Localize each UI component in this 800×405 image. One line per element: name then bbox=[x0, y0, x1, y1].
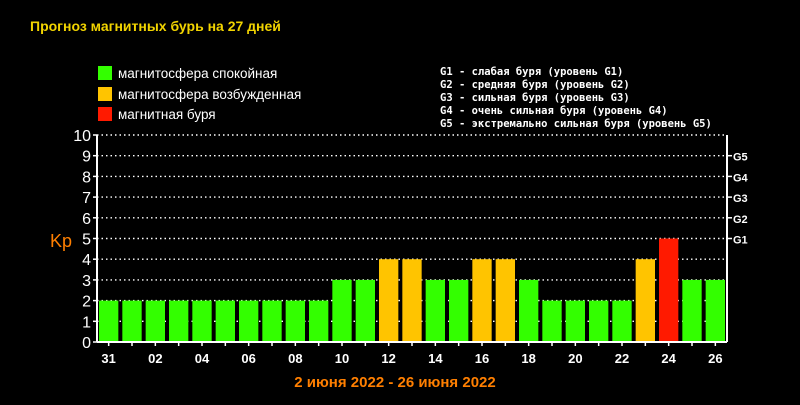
bar bbox=[589, 300, 609, 342]
legend-swatch-calm bbox=[98, 66, 112, 80]
legend-swatch-excited bbox=[98, 87, 112, 101]
x-tick-label: 02 bbox=[148, 351, 162, 366]
x-tick-label: 04 bbox=[195, 351, 210, 366]
bar bbox=[309, 300, 329, 342]
storm-level-list: G1 - слабая буря (уровень G1) G2 - средн… bbox=[440, 66, 712, 130]
y-tick-label: 4 bbox=[82, 252, 91, 269]
x-tick-label: 22 bbox=[615, 351, 629, 366]
y-tick-label: 1 bbox=[82, 314, 91, 331]
g-level-tick-label: G3 bbox=[733, 193, 748, 205]
y-tick-label: 5 bbox=[82, 232, 91, 249]
storm-level-g2: G2 - средняя буря (уровень G2) bbox=[440, 79, 630, 91]
y-tick-label: 9 bbox=[82, 149, 91, 166]
x-tick-label: 24 bbox=[661, 351, 676, 366]
legend-label-calm: магнитосфера спокойная bbox=[118, 66, 277, 81]
x-tick-label: 18 bbox=[521, 351, 535, 366]
g-level-tick-label: G2 bbox=[733, 214, 748, 226]
x-axis-label: 2 июня 2022 - 26 июня 2022 bbox=[294, 374, 495, 391]
y-tick-label: 8 bbox=[82, 169, 91, 186]
bar bbox=[355, 279, 375, 342]
x-tick-label: 26 bbox=[708, 351, 722, 366]
bar bbox=[425, 279, 445, 342]
legend-label-storm: магнитная буря bbox=[118, 107, 216, 122]
storm-level-g1: G1 - слабая буря (уровень G1) bbox=[440, 66, 623, 78]
bar bbox=[239, 300, 259, 342]
bar bbox=[565, 300, 585, 342]
g-level-tick-label: G5 bbox=[733, 152, 748, 164]
g-level-tick-label: G1 bbox=[733, 235, 748, 247]
x-tick-label: 06 bbox=[241, 351, 255, 366]
bar bbox=[635, 259, 655, 342]
y-axis-label: Kp bbox=[50, 231, 72, 251]
bar bbox=[542, 300, 562, 342]
bar bbox=[169, 300, 189, 342]
x-tick-label: 14 bbox=[428, 351, 443, 366]
storm-level-g4: G4 - очень сильная буря (уровень G4) bbox=[440, 105, 668, 117]
legend-swatch-storm bbox=[98, 107, 112, 121]
y-tick-label: 10 bbox=[73, 128, 91, 145]
bar bbox=[495, 259, 515, 342]
bar bbox=[659, 238, 679, 342]
x-tick-label: 31 bbox=[101, 351, 115, 366]
x-tick-label: 08 bbox=[288, 351, 302, 366]
bar bbox=[612, 300, 632, 342]
x-tick-label: 16 bbox=[475, 351, 489, 366]
bar bbox=[472, 259, 492, 342]
bar bbox=[285, 300, 305, 342]
legend: магнитосфера спокойная магнитосфера возб… bbox=[98, 66, 301, 122]
y-tick-label: 0 bbox=[82, 335, 91, 352]
legend-label-excited: магнитосфера возбужденная bbox=[118, 87, 301, 102]
bar bbox=[192, 300, 212, 342]
x-tick-label: 20 bbox=[568, 351, 582, 366]
storm-level-g5: G5 - экстремально сильная буря (уровень … bbox=[440, 118, 712, 130]
bar bbox=[705, 279, 725, 342]
y-tick-label: 2 bbox=[82, 294, 91, 311]
bar bbox=[402, 259, 422, 342]
g-level-tick-label: G4 bbox=[733, 172, 749, 184]
bar bbox=[379, 259, 399, 342]
x-tick-label: 12 bbox=[381, 351, 395, 366]
bar bbox=[332, 279, 352, 342]
y-tick-label: 6 bbox=[82, 211, 91, 228]
bar bbox=[99, 300, 119, 342]
chart-title: Прогноз магнитных бурь на 27 дней bbox=[30, 18, 281, 34]
bar bbox=[519, 279, 539, 342]
bar bbox=[262, 300, 282, 342]
bar bbox=[145, 300, 165, 342]
x-tick-label: 10 bbox=[335, 351, 349, 366]
bar bbox=[215, 300, 235, 342]
storm-level-g3: G3 - сильная буря (уровень G3) bbox=[440, 92, 630, 104]
bar bbox=[682, 279, 702, 342]
y-tick-label: 3 bbox=[82, 273, 91, 290]
bar bbox=[122, 300, 142, 342]
bar bbox=[449, 279, 469, 342]
y-tick-label: 7 bbox=[82, 190, 91, 207]
